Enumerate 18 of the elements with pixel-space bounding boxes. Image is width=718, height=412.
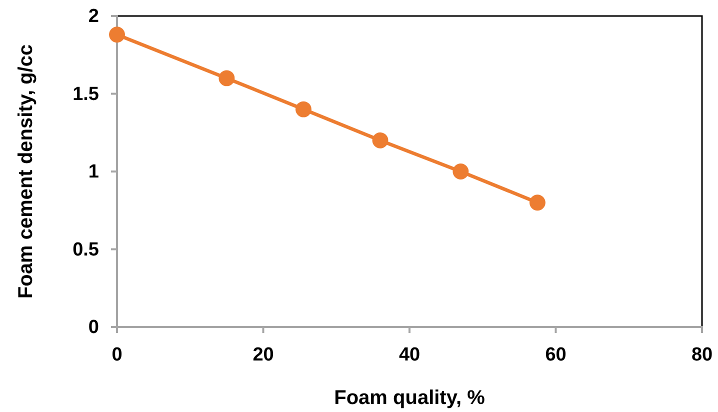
x-tick-label: 80 <box>691 344 713 366</box>
x-tick-label: 0 <box>112 344 122 366</box>
y-tick-label: 0 <box>88 317 99 338</box>
y-tick-label: 0.5 <box>72 239 100 260</box>
y-tick-label: 1.5 <box>72 84 100 105</box>
point <box>529 194 546 211</box>
point <box>218 70 235 86</box>
point <box>452 164 469 180</box>
y-tick-label: 2 <box>88 6 99 28</box>
x-tick-label: 40 <box>398 344 420 366</box>
y-tick-label: 1 <box>88 162 100 183</box>
x-tick-label: 60 <box>545 344 566 366</box>
point <box>109 26 125 43</box>
x-tick-label: 20 <box>252 344 274 366</box>
point <box>295 101 312 118</box>
y-axis-title: Foam cement density, g/cc <box>15 44 37 299</box>
x-axis-title: Foam quality, % <box>334 387 486 409</box>
point <box>372 132 388 148</box>
